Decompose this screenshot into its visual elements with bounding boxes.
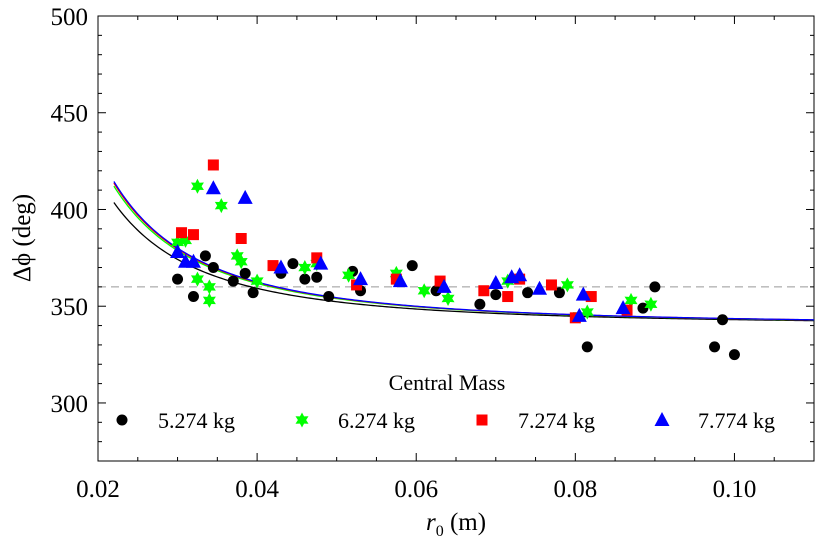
x-tick-label: 0.06: [394, 476, 438, 503]
data-point: [171, 234, 185, 250]
data-point: [637, 302, 649, 314]
y-axis-title: Δϕ (deg): [9, 194, 36, 282]
data-point: [532, 280, 548, 295]
legend-label: 6.274 kg: [338, 408, 415, 433]
data-point: [512, 267, 528, 282]
data-point: [190, 178, 204, 194]
data-point: [187, 291, 199, 303]
y-tick-label: 350: [51, 294, 89, 321]
data-point: [571, 307, 587, 322]
data-point: [230, 248, 244, 264]
data-point: [311, 252, 323, 264]
data-point: [436, 278, 452, 293]
data-point: [205, 180, 221, 195]
data-point: [237, 189, 253, 204]
data-point: [649, 281, 661, 293]
legend-title: Central Mass: [389, 370, 506, 395]
data-point: [488, 275, 504, 289]
data-point: [406, 260, 418, 272]
data-point: [239, 267, 251, 279]
data-point: [207, 159, 219, 171]
data-point: [234, 254, 248, 270]
data-point: [624, 292, 638, 308]
data-point: [250, 273, 264, 289]
data-point: [474, 298, 486, 310]
data-point: [430, 285, 442, 297]
data-point: [199, 250, 211, 262]
y-tick-label: 500: [51, 4, 89, 31]
legend-label: 5.274 kg: [158, 408, 235, 433]
x-axis-unit: (m): [444, 509, 486, 536]
data-point: [179, 232, 193, 248]
data-point: [353, 271, 369, 286]
data-point: [342, 267, 356, 283]
x-axis-title: r0 (m): [426, 509, 486, 540]
legend-marker: [476, 414, 488, 426]
data-point: [615, 300, 631, 315]
data-point: [176, 227, 188, 239]
data-point: [207, 262, 219, 274]
data-point: [644, 296, 658, 312]
data-point: [247, 287, 259, 299]
data-point: [522, 287, 534, 299]
x-tick-label: 0.04: [235, 476, 279, 503]
legend: Central Mass 5.274 kg 6.274 kg 7.274 kg 7.7…: [116, 370, 775, 433]
data-point: [172, 273, 184, 285]
y-tick-label: 300: [51, 391, 89, 418]
fit-curve-7-774-kg: [113, 181, 814, 321]
data-point: [311, 271, 323, 283]
legend-marker: [116, 414, 128, 426]
data-point: [709, 341, 721, 353]
x-axis-sub: 0: [436, 523, 444, 540]
x-tick-label: 0.10: [713, 476, 757, 503]
data-point: [313, 255, 329, 270]
data-point: [227, 275, 239, 287]
data-point: [287, 258, 299, 270]
y-tick-label: 450: [51, 101, 89, 128]
data-point: [545, 279, 557, 291]
data-point: [392, 273, 408, 288]
legend-label: 7.774 kg: [698, 408, 775, 433]
data-point: [575, 286, 591, 301]
data-point: [299, 273, 311, 285]
legend-label: 7.274 kg: [518, 408, 595, 433]
data-points: [170, 159, 740, 361]
data-point: [490, 289, 502, 301]
data-point: [170, 244, 186, 259]
data-point: [202, 292, 216, 308]
data-point: [390, 273, 402, 285]
data-point: [273, 259, 289, 274]
data-point: [728, 349, 740, 361]
data-point: [187, 229, 199, 241]
data-point: [267, 260, 279, 272]
data-point: [585, 291, 597, 303]
data-point: [185, 253, 201, 268]
data-point: [441, 290, 455, 306]
data-point: [434, 275, 446, 287]
data-point: [235, 233, 247, 244]
data-point: [502, 291, 514, 303]
data-point: [580, 304, 594, 320]
data-point: [202, 279, 216, 295]
data-point: [323, 291, 335, 303]
data-point: [560, 277, 574, 293]
data-point: [717, 314, 729, 326]
legend-marker: [295, 412, 309, 428]
data-point: [214, 198, 228, 214]
data-point: [389, 265, 403, 281]
axis-ticks: 0.02 0.04 0.06 0.08 0.10 300 350 400 450 500: [51, 4, 814, 503]
x-tick-label: 0.02: [76, 476, 120, 503]
x-axis-var: r: [426, 509, 436, 536]
data-point: [581, 341, 593, 353]
legend-marker: [654, 412, 670, 426]
y-tick-label: 400: [51, 197, 89, 224]
data-point: [417, 283, 431, 299]
fit-curve-5-274-kg: [113, 202, 814, 322]
data-point: [478, 285, 490, 297]
data-point: [190, 271, 204, 287]
x-tick-label: 0.08: [553, 476, 597, 503]
data-point: [298, 260, 312, 276]
